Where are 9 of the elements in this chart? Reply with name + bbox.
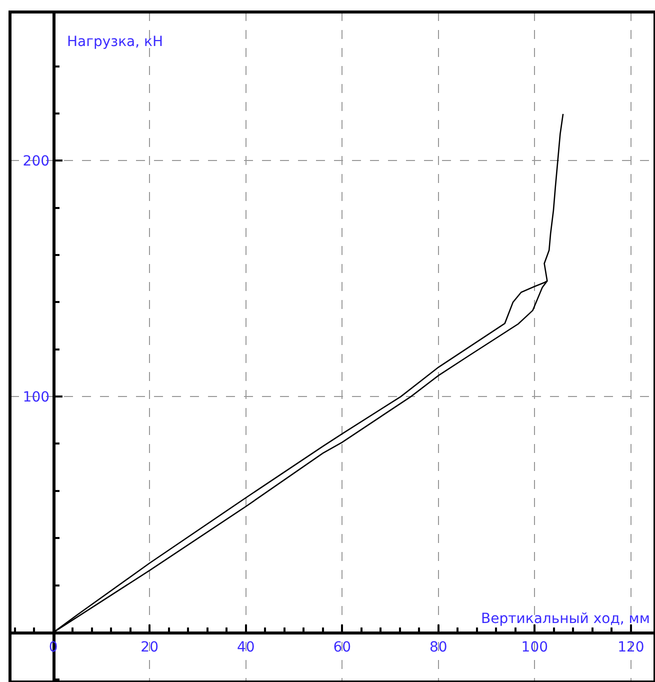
x-tick-label: 20 (140, 639, 159, 656)
x-tick-label: 40 (236, 639, 255, 656)
x-tick-label: 60 (333, 639, 352, 656)
x-axis-title: Вертикальный ход, мм (481, 611, 650, 627)
y-axis-title: Нагрузка, кН (67, 34, 163, 50)
y-tick-label: 200 (22, 154, 50, 170)
x-tick-label: 120 (618, 639, 644, 656)
x-tick-label: 100 (521, 639, 548, 656)
x-tick-label: 80 (429, 639, 448, 656)
